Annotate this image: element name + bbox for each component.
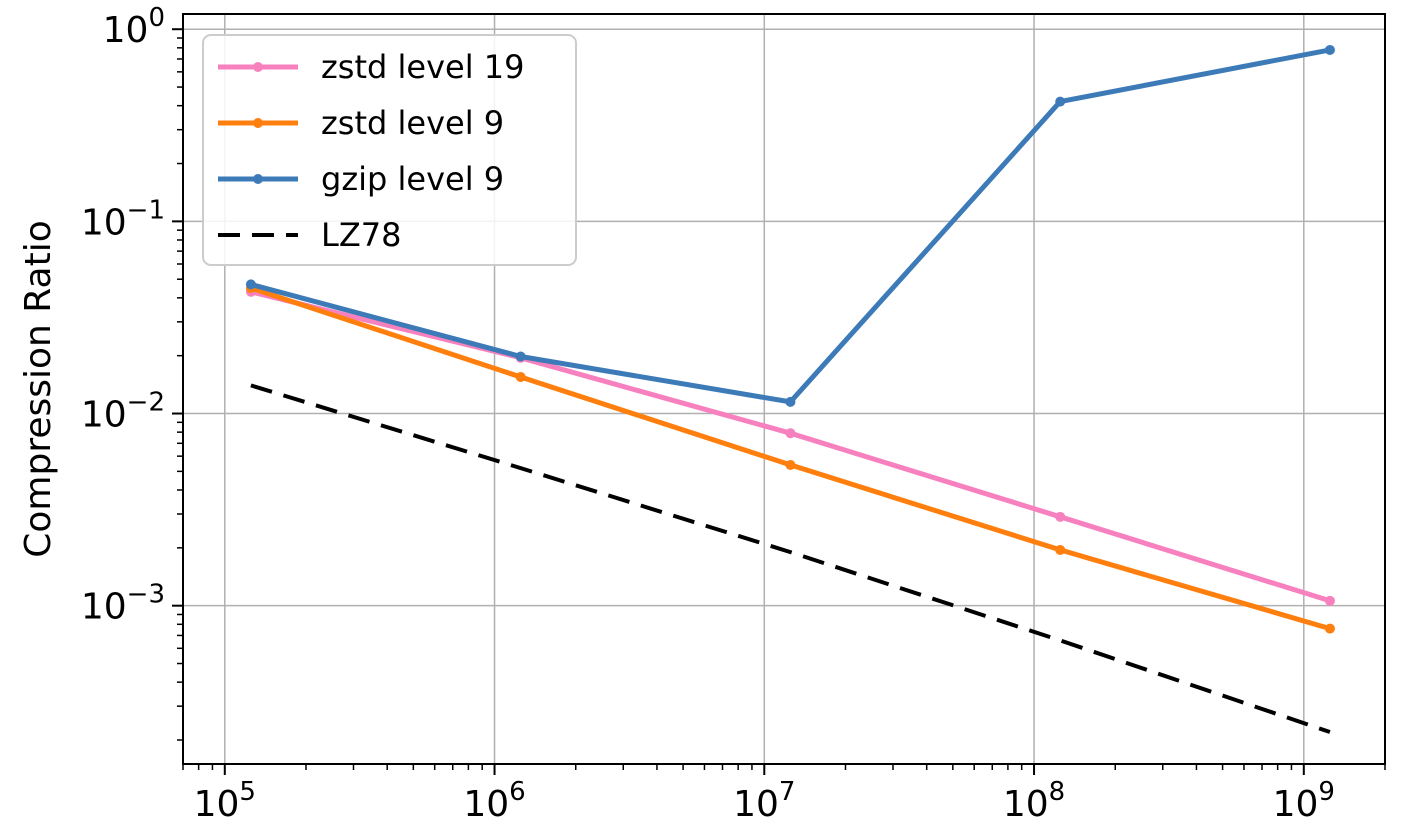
data-point-zstd-level-9 — [785, 459, 796, 470]
data-point-zstd-level-19 — [1324, 595, 1335, 606]
series-zstd-level-9 — [245, 283, 1335, 634]
data-point-zstd-level-19 — [1055, 511, 1066, 522]
data-point-zstd-level-9 — [515, 371, 526, 382]
series-lz78 — [250, 383, 1331, 734]
y-tick-label: 10−1 — [81, 195, 165, 243]
y-axis-ticks: 10−3 10−2 10−1 100 — [81, 3, 183, 628]
x-tick-label: 105 — [194, 777, 256, 825]
legend-box — [202, 34, 577, 266]
plot-frame — [182, 13, 1386, 765]
data-point-zstd-level-9 — [1055, 544, 1066, 555]
data-point-zstd-level-19 — [785, 428, 796, 439]
legend-item-zstd-level-9: zstd level 9 — [218, 104, 504, 142]
data-point-gzip-level-9 — [1055, 96, 1066, 107]
legend: zstd level 19 zstd level 9 gzip level 9 LZ7… — [202, 34, 577, 266]
x-axis-ticks: 105 106 107 108 109 — [194, 764, 1335, 825]
series-line-zstd-level-9 — [250, 285, 1331, 631]
series-layer — [245, 44, 1335, 734]
series-line-lz78 — [250, 383, 1331, 734]
series-gzip-level-9 — [245, 44, 1335, 407]
series-zstd-level-19 — [245, 286, 1335, 606]
data-point-gzip-level-9 — [785, 396, 796, 407]
data-point-gzip-level-9 — [515, 351, 526, 362]
legend-label-gzip-level-9: gzip level 9 — [321, 160, 504, 198]
y-tick-label: 10−3 — [81, 580, 165, 628]
legend-marker-gzip-level-9 — [253, 174, 263, 184]
legend-label-lz78: LZ78 — [321, 216, 401, 254]
x-tick-label: 108 — [1003, 777, 1065, 825]
y-tick-label: 100 — [103, 3, 165, 51]
legend-label-zstd-level-9: zstd level 9 — [321, 104, 504, 142]
y-tick-label: 10−2 — [81, 388, 165, 436]
x-tick-label: 106 — [463, 777, 525, 825]
data-point-gzip-level-9 — [1324, 44, 1335, 55]
x-tick-label: 107 — [733, 777, 795, 825]
y-axis-label: Compression Ratio — [18, 220, 59, 557]
data-point-zstd-level-9 — [1324, 623, 1335, 634]
legend-marker-zstd-level-19 — [253, 62, 263, 72]
legend-marker-zstd-level-9 — [253, 118, 263, 128]
data-point-gzip-level-9 — [245, 279, 256, 290]
legend-label-zstd-level-19: zstd level 19 — [321, 48, 524, 86]
legend-item-gzip-level-9: gzip level 9 — [218, 160, 504, 198]
series-line-zstd-level-19 — [250, 289, 1331, 604]
legend-item-zstd-level-19: zstd level 19 — [218, 48, 524, 86]
legend-item-lz78: LZ78 — [218, 216, 401, 254]
x-tick-label: 109 — [1273, 777, 1335, 825]
